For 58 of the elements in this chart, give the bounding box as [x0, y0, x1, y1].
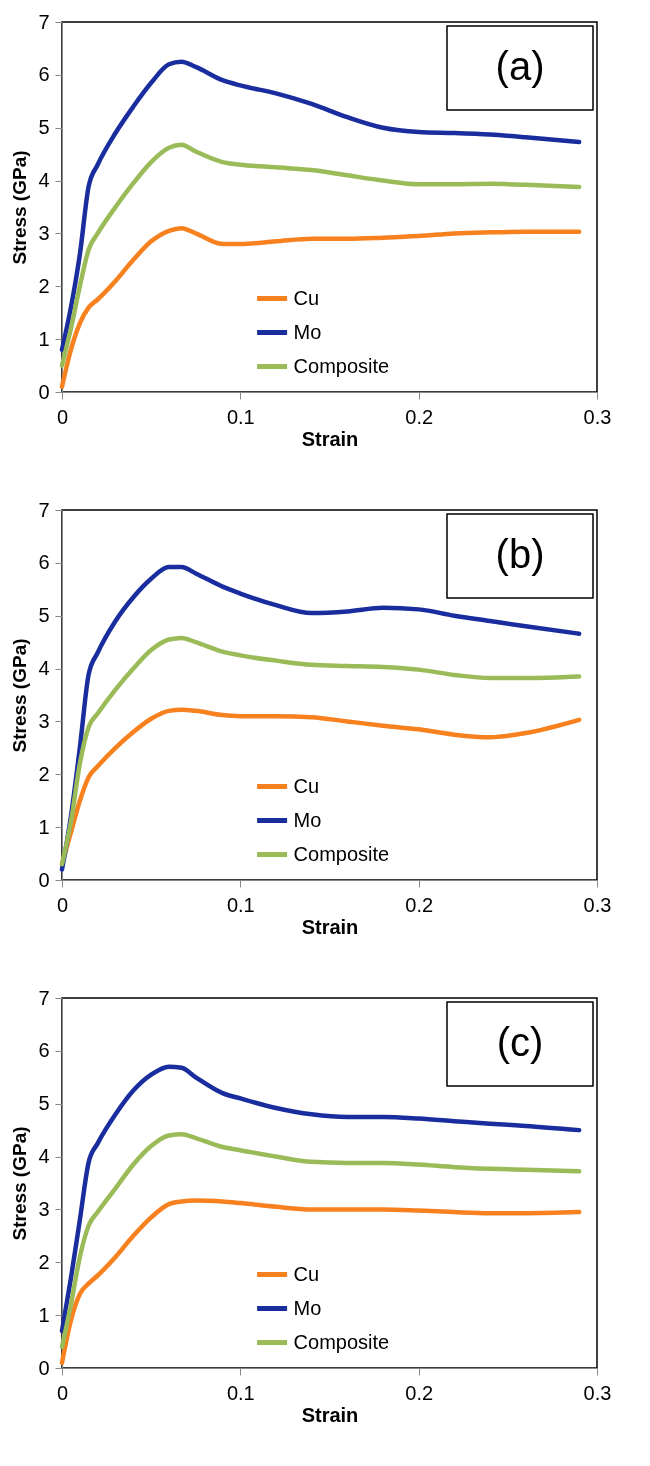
y-tick-label: 2: [38, 1250, 50, 1273]
annotation: (c): [496, 1020, 544, 1064]
y-tick-label: 0: [38, 868, 50, 891]
y-tick-label: 3: [38, 709, 50, 732]
legend-label: Composite: [293, 842, 390, 865]
legend-label: Cu: [293, 286, 320, 309]
x-tick-label: 0.1: [226, 893, 255, 916]
legend-label: Composite: [293, 1330, 390, 1353]
annotation: (b): [495, 532, 545, 576]
legend-label: Mo: [293, 320, 322, 343]
y-tick-label: 7: [38, 10, 50, 33]
legend-label: Composite: [293, 354, 390, 377]
y-tick-label: 5: [38, 1092, 50, 1115]
x-tick-label: 0: [56, 893, 69, 916]
y-tick-label: 7: [38, 498, 50, 521]
y-axis-title: Stress (GPa): [9, 150, 31, 265]
line-series: [59, 225, 582, 389]
y-tick-label: 1: [38, 1303, 50, 1326]
y-tick-label: 0: [38, 380, 50, 403]
line-series: [59, 1198, 582, 1365]
x-tick-label: 0.3: [583, 405, 612, 428]
y-tick-label: 5: [38, 116, 50, 139]
x-tick-label: 0: [56, 1381, 69, 1404]
y-tick-label: 2: [38, 274, 50, 297]
y-tick-label: 7: [38, 986, 50, 1009]
x-axis-title: Strain: [301, 915, 359, 938]
y-axis-title: Stress (GPa): [9, 638, 31, 753]
x-axis-title: Strain: [301, 1403, 359, 1426]
y-tick-label: 3: [38, 1197, 50, 1220]
y-tick-label: 6: [38, 63, 50, 86]
y-tick-label: 3: [38, 221, 50, 244]
x-tick-label: 0.2: [405, 405, 434, 428]
y-tick-label: 1: [38, 327, 50, 350]
x-tick-label: 0.1: [226, 1381, 255, 1404]
legend-label: Cu: [293, 774, 320, 797]
x-axis-title: Strain: [301, 427, 359, 450]
x-tick-label: 0: [56, 405, 69, 428]
y-axis-title: Stress (GPa): [9, 1126, 31, 1241]
y-tick-label: 4: [38, 657, 50, 680]
line-series: [59, 635, 582, 867]
y-tick-label: 6: [38, 1039, 50, 1062]
y-tick-label: 4: [38, 1145, 50, 1168]
x-tick-label: 0.3: [583, 1381, 612, 1404]
x-tick-label: 0.1: [226, 405, 255, 428]
annotation: (a): [495, 44, 545, 88]
line-series: [59, 1064, 582, 1334]
y-tick-label: 5: [38, 604, 50, 627]
legend-label: Mo: [293, 808, 322, 831]
y-tick-label: 1: [38, 815, 50, 838]
y-tick-label: 2: [38, 762, 50, 785]
y-tick-label: 0: [38, 1356, 50, 1379]
legend-label: Cu: [293, 1262, 320, 1285]
x-tick-label: 0.2: [405, 893, 434, 916]
x-tick-label: 0.2: [405, 1381, 434, 1404]
x-tick-label: 0.3: [583, 893, 612, 916]
legend-label: Mo: [293, 1296, 322, 1319]
y-tick-label: 6: [38, 551, 50, 574]
y-tick-label: 4: [38, 169, 50, 192]
